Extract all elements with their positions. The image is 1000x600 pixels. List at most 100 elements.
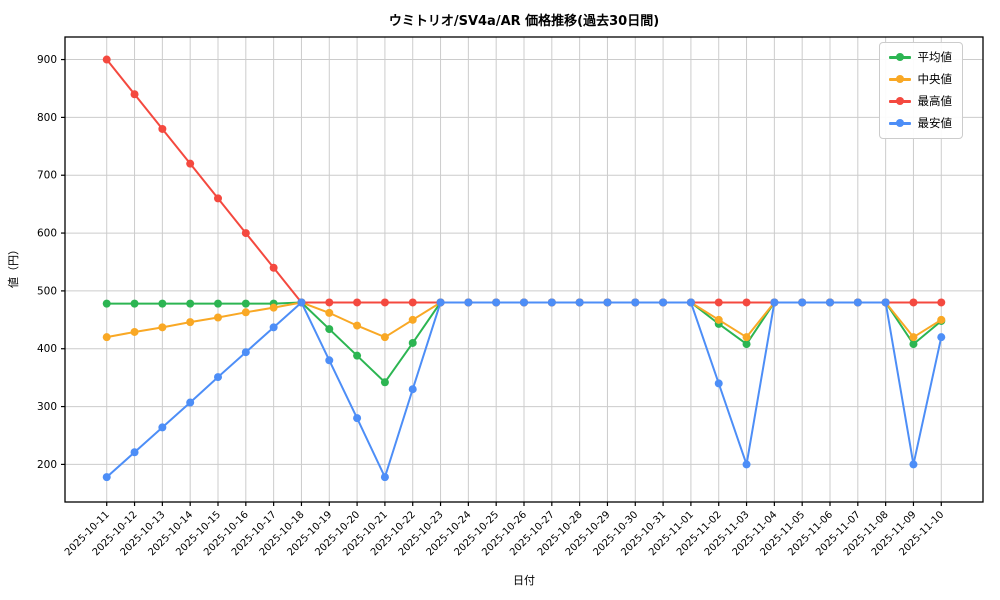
median-legend-swatch	[888, 75, 911, 84]
lowest-series-point	[325, 356, 334, 365]
lowest-series-point	[269, 323, 278, 332]
highest-series-point	[241, 229, 250, 238]
highest-series-point	[353, 298, 362, 307]
median-series-point	[102, 333, 111, 342]
highest-series-point	[130, 90, 139, 99]
average-series-point	[742, 340, 751, 349]
legend-item-median: 中央値	[888, 71, 953, 87]
average-series-point	[186, 299, 195, 308]
lowest-legend-marker-icon	[896, 119, 904, 128]
highest-series-point	[158, 124, 167, 133]
median-series-point	[130, 327, 139, 336]
highest-series-point	[909, 298, 918, 307]
y-tick-label: 300	[37, 401, 57, 413]
y-tick-label: 600	[37, 228, 57, 240]
lowest-series-point	[547, 298, 556, 307]
lowest-series-point	[353, 414, 362, 423]
y-tick-label: 800	[37, 112, 57, 124]
average-series-point	[909, 340, 918, 349]
lowest-series-point	[520, 298, 528, 307]
lowest-series-point	[492, 298, 501, 307]
lowest-series-point	[380, 473, 389, 482]
lowest-series-point	[686, 298, 695, 307]
lowest-series-point	[297, 298, 306, 307]
legend-item-highest: 最高値	[888, 93, 953, 109]
highest-series-point	[269, 263, 278, 272]
lowest-series-point	[798, 298, 807, 307]
median-series-point	[909, 333, 918, 342]
average-series-point	[130, 299, 139, 308]
average-series-point	[353, 351, 362, 360]
lowest-series-point	[186, 398, 195, 407]
average-series-point	[325, 325, 334, 334]
highest-legend-marker-icon	[896, 97, 904, 106]
y-tick-label: 900	[37, 54, 57, 66]
median-series-point	[742, 333, 751, 342]
highest-series-point	[742, 298, 751, 307]
lowest-series-point	[130, 448, 139, 457]
median-series-point	[714, 315, 723, 324]
median-series-point	[214, 313, 222, 322]
average-legend-marker-icon	[896, 53, 904, 62]
lowest-series-point	[436, 298, 445, 307]
median-series-point	[380, 333, 389, 342]
lowest-series-point	[575, 298, 584, 307]
highest-series-point	[186, 159, 195, 168]
median-series-point	[353, 321, 362, 330]
average-series-point	[241, 299, 250, 308]
highest-legend-swatch	[888, 97, 911, 106]
y-tick-label: 700	[37, 170, 57, 182]
lowest-series-point	[603, 298, 612, 307]
y-tick-label: 500	[37, 285, 57, 297]
average-series-point	[158, 299, 167, 308]
highest-series-point	[214, 194, 222, 203]
lowest-series-point	[464, 298, 473, 307]
y-axis-label: 値（円）	[7, 244, 20, 288]
lowest-series-point	[909, 460, 918, 469]
lowest-series-point	[853, 298, 862, 307]
median-series-point	[408, 315, 417, 324]
median-series-point	[937, 315, 946, 324]
legend-item-lowest: 最安値	[888, 115, 953, 131]
legend-item-average: 平均値	[888, 50, 952, 65]
lowest-series-point	[937, 333, 946, 342]
lowest-series-point	[102, 473, 111, 482]
legend: 平均値中央値最高値最安値	[878, 42, 963, 139]
legend-label-median: 中央値	[917, 71, 953, 86]
y-tick-label: 400	[37, 343, 57, 355]
average-legend-swatch	[888, 53, 911, 62]
y-tick-label: 200	[37, 459, 57, 471]
chart-title: ウミトリオ/SV4a/AR 価格推移(過去30日間)	[388, 14, 660, 29]
highest-series-point	[325, 298, 334, 307]
median-series-point	[241, 308, 250, 317]
lowest-series-point	[826, 298, 834, 307]
median-legend-marker-icon	[896, 75, 904, 84]
median-series-point	[158, 323, 167, 332]
legend-label-lowest: 最安値	[917, 115, 953, 130]
average-series-point	[214, 299, 222, 308]
lowest-series-point	[881, 298, 890, 307]
lowest-series-point	[770, 298, 779, 307]
lowest-legend-swatch	[888, 119, 911, 128]
median-series-point	[325, 308, 334, 317]
highest-series-point	[408, 298, 417, 307]
median-series-point	[269, 303, 278, 312]
lowest-series-point	[241, 348, 250, 357]
lowest-series-point	[631, 298, 640, 307]
average-series-point	[102, 299, 111, 308]
average-series-point	[408, 338, 417, 347]
legend-label-highest: 最高値	[917, 93, 953, 108]
lowest-series-point	[408, 385, 417, 394]
lowest-series-point	[742, 460, 751, 469]
median-series-point	[186, 318, 195, 327]
highest-series-point	[714, 298, 723, 307]
highest-series-point	[102, 55, 111, 64]
lowest-series-point	[659, 298, 668, 307]
highest-series-point	[937, 298, 946, 307]
average-series-point	[380, 378, 389, 387]
lowest-series-point	[158, 423, 167, 432]
highest-series-point	[380, 298, 389, 307]
lowest-series-point	[214, 373, 222, 382]
